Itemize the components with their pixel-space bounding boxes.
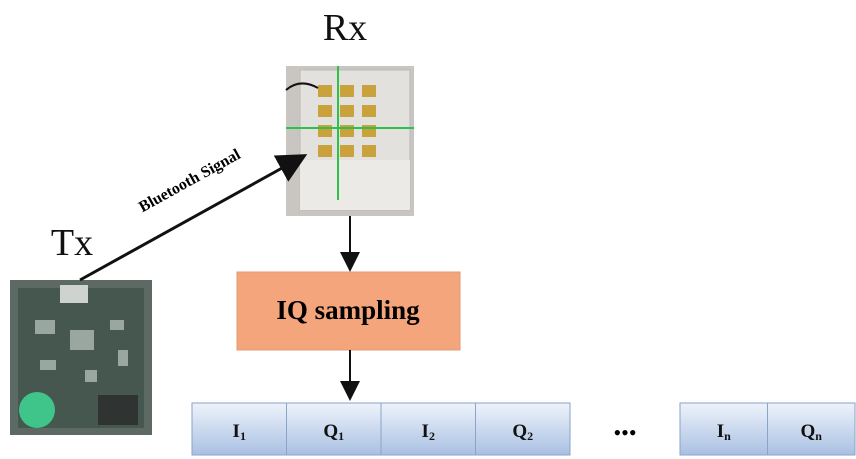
sample-main: Q (323, 421, 338, 442)
rx-photo (286, 66, 414, 216)
signal-label: Bluetooth Signal (136, 146, 244, 216)
sample-main: I (233, 421, 240, 442)
sample-sub: 2 (429, 429, 435, 443)
sample-main: Q (512, 421, 527, 442)
sample-main: I (422, 421, 429, 442)
sample-main: I (717, 421, 724, 442)
process-label: IQ sampling (276, 295, 420, 325)
rx-label: Rx (323, 7, 367, 49)
tx-label: Tx (51, 222, 93, 264)
sample-sub: 1 (338, 429, 344, 443)
ellipsis: ••• (613, 420, 636, 445)
tx-photo (10, 280, 152, 435)
sample-sub: n (724, 429, 731, 443)
sample-main: Q (801, 421, 816, 442)
sample-sub: 2 (527, 429, 533, 443)
sample-sub: 1 (240, 429, 246, 443)
diagram: Rx Tx Bluetooth Signal IQ sampling (0, 0, 856, 459)
sample-sub: n (815, 429, 822, 443)
